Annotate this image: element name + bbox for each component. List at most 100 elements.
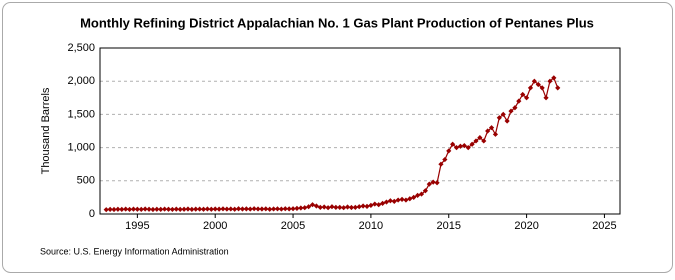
chart-title: Monthly Refining District Appalachian No… <box>80 15 594 30</box>
data-point <box>508 108 514 114</box>
data-point <box>189 206 195 212</box>
data-point <box>520 91 526 98</box>
data-point <box>259 206 265 212</box>
data-point <box>216 206 222 212</box>
y-axis-label: Thousand Barrels <box>40 87 52 174</box>
data-point <box>177 206 183 212</box>
data-point <box>325 205 331 211</box>
data-point <box>434 180 440 186</box>
data-point <box>531 78 537 84</box>
data-point <box>453 145 460 151</box>
data-point <box>294 205 300 211</box>
data-point <box>321 204 327 210</box>
data-point <box>391 198 397 204</box>
data-point <box>169 206 175 213</box>
data-point <box>356 204 362 210</box>
data-point <box>543 95 549 101</box>
data-point <box>146 206 152 212</box>
data-point <box>387 198 393 204</box>
data-point <box>539 85 545 91</box>
data-point <box>348 204 355 211</box>
data-point <box>492 131 499 137</box>
x-tick-label: 2010 <box>359 220 383 232</box>
data-point <box>309 202 316 208</box>
data-point <box>422 188 428 194</box>
data-point <box>368 202 374 208</box>
data-point <box>555 85 561 91</box>
data-point <box>224 206 230 212</box>
data-point <box>193 206 199 212</box>
x-tick-label: 2005 <box>281 220 305 232</box>
data-point <box>317 204 323 210</box>
data-point <box>551 75 557 81</box>
data-point <box>243 206 249 212</box>
data-point <box>344 204 351 210</box>
data-point <box>461 143 467 149</box>
data-point <box>107 206 113 212</box>
data-point <box>364 203 370 209</box>
data-point <box>329 204 335 210</box>
data-point <box>123 206 129 212</box>
data-point <box>197 206 203 212</box>
x-tick-label: 2025 <box>592 220 616 232</box>
data-point <box>535 81 541 88</box>
data-point <box>126 206 133 213</box>
data-point <box>372 201 378 207</box>
y-tick-label: 2,500 <box>67 42 95 54</box>
data-point <box>426 181 432 187</box>
data-point <box>465 145 471 151</box>
data-point <box>500 111 506 117</box>
data-point <box>488 125 495 131</box>
y-tick-label: 1,500 <box>67 108 95 120</box>
y-tick-label: 500 <box>77 175 95 187</box>
data-point <box>399 196 405 202</box>
data-point <box>200 206 207 212</box>
data-point <box>418 191 425 197</box>
data-point <box>204 206 211 212</box>
data-point <box>115 206 121 212</box>
data-point <box>142 206 148 212</box>
data-point <box>220 206 226 212</box>
data-point <box>527 85 534 91</box>
data-point <box>496 115 502 121</box>
data-point <box>376 202 382 208</box>
data-point <box>485 128 491 134</box>
data-point <box>430 179 436 185</box>
data-point <box>446 148 452 154</box>
data-point <box>286 206 292 212</box>
data-point <box>185 206 191 212</box>
data-point <box>457 143 464 149</box>
data-point <box>450 141 456 147</box>
data-point <box>504 118 510 124</box>
data-point <box>302 205 308 211</box>
x-tick-label: 2000 <box>203 220 227 232</box>
data-point <box>352 204 358 210</box>
data-point <box>150 206 156 213</box>
data-point <box>165 206 172 212</box>
data-point <box>282 206 288 212</box>
data-point <box>138 206 144 212</box>
data-point <box>235 206 242 212</box>
data-point <box>290 206 296 212</box>
data-point <box>438 161 444 167</box>
data-point <box>278 206 284 212</box>
data-point <box>239 206 246 212</box>
data-point <box>411 194 417 200</box>
data-point <box>247 206 253 212</box>
data-point <box>103 207 109 213</box>
data-point <box>263 206 269 212</box>
data-point <box>173 206 179 212</box>
data-point <box>181 206 187 212</box>
data-point <box>415 192 421 199</box>
data-point <box>379 200 386 206</box>
data-point <box>162 206 168 212</box>
data-point <box>154 206 160 212</box>
data-point <box>442 156 448 163</box>
data-point <box>158 206 164 212</box>
data-point <box>395 197 401 203</box>
plot-area <box>99 47 621 215</box>
y-tick-label: 2,000 <box>67 75 95 87</box>
data-point <box>298 205 304 211</box>
data-point <box>407 196 413 202</box>
